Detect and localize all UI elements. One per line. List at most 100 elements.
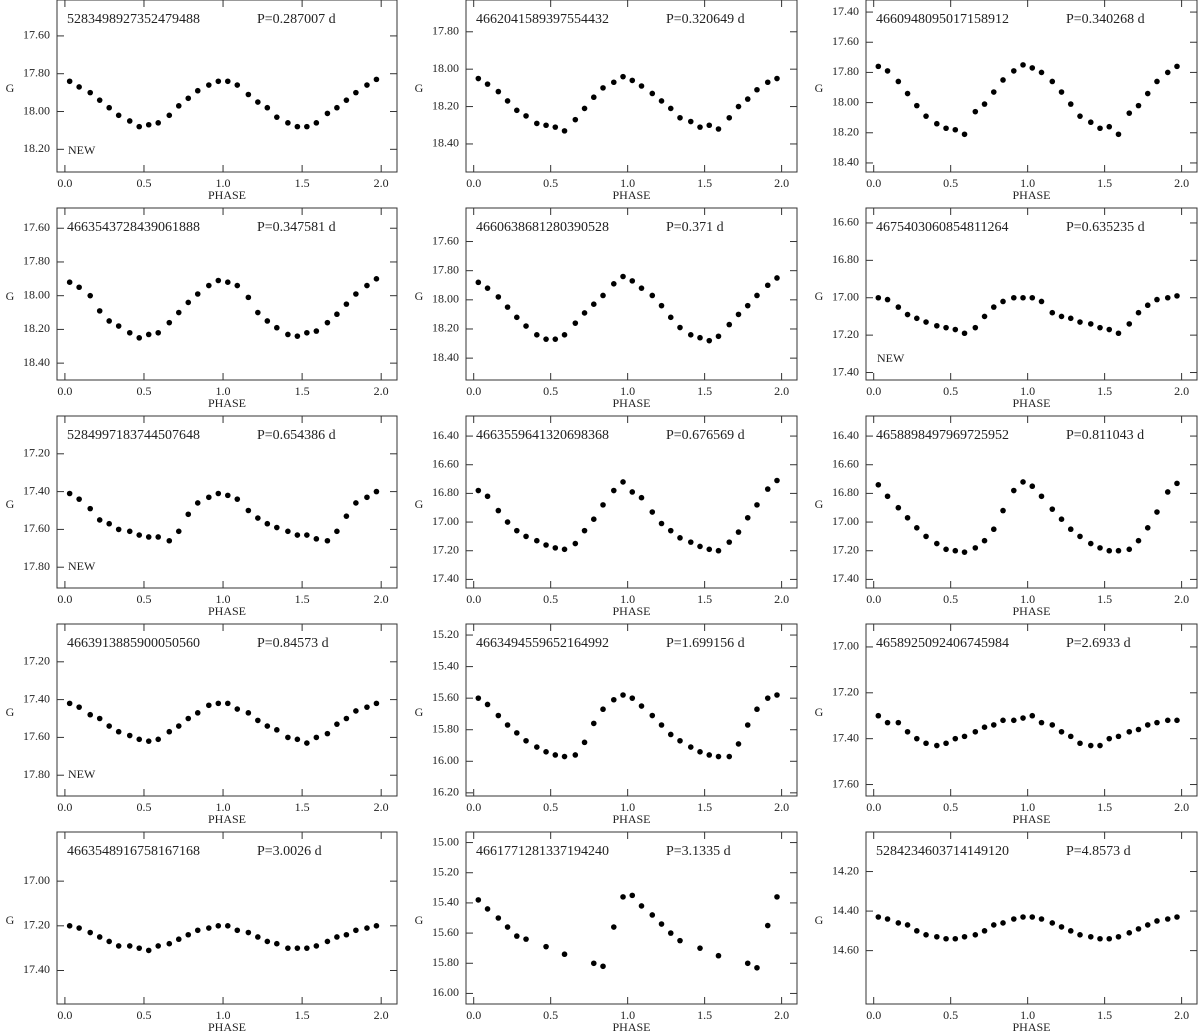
x-tick-label: 1.5 [295, 384, 310, 398]
data-point [677, 114, 683, 121]
data-point [1135, 726, 1142, 733]
y-tick-label: 18.40 [23, 355, 50, 369]
data-point [697, 124, 703, 130]
data-point [364, 494, 370, 501]
y-tick-label: 15.60 [432, 925, 459, 939]
y-tick-label: 15.80 [432, 721, 459, 735]
data-point [764, 695, 771, 701]
data-point [1087, 933, 1094, 940]
data-point [697, 334, 703, 341]
data-point [687, 539, 694, 545]
data-point [206, 702, 212, 709]
data-point [274, 324, 280, 331]
x-axis-label: PHASE [612, 812, 650, 826]
x-tick-label: 1.5 [697, 592, 712, 606]
data-point [1174, 480, 1180, 487]
y-tick-label: 16.00 [432, 753, 459, 767]
x-tick-label: 0.5 [543, 176, 558, 190]
panel: 0.0 0.5 1.0 1.5 2.0 16.40 16.60 16.80 17.00 17.20… [415, 415, 798, 618]
y-tick-label: 17.40 [23, 691, 50, 705]
star-id: 4675403060854811264 [876, 220, 1008, 235]
panel: 0.0 0.5 1.0 1.5 2.0 15.20 15.40 15.60 15.80 16.00… [415, 623, 798, 826]
x-axis-label: PHASE [208, 1020, 246, 1034]
data-point [166, 728, 173, 735]
y-tick-label: 17.20 [832, 685, 859, 699]
data-point [175, 309, 182, 316]
data-point [726, 114, 733, 121]
data-point [697, 945, 703, 951]
x-tick-label: 1.5 [1097, 176, 1112, 190]
star-id: 4663543728439061888 [67, 220, 200, 235]
data-point [115, 943, 122, 949]
data-point [914, 315, 920, 322]
data-point [264, 104, 271, 111]
data-point [1174, 717, 1180, 724]
data-point [990, 922, 997, 928]
data-point [943, 546, 949, 553]
y-tick-label: 17.80 [432, 262, 459, 276]
period-label: P=0.340268 d [1066, 12, 1145, 27]
data-point [638, 903, 645, 909]
data-point [552, 545, 559, 551]
data-point [373, 276, 380, 282]
panel: 0.0 0.5 1.0 1.5 2.0 17.60 17.80 18.00 18.20 PHASE… [6, 0, 398, 202]
data-point [514, 107, 520, 114]
data-point [620, 273, 626, 280]
data-point [1077, 740, 1083, 747]
data-point [475, 695, 482, 701]
data-point [206, 82, 212, 88]
data-point [115, 526, 122, 533]
y-tick-label: 16.60 [832, 456, 859, 470]
x-tick-label: 2.0 [1174, 592, 1189, 606]
y-tick-label: 17.40 [832, 730, 859, 744]
x-tick-label: 1.5 [1097, 800, 1112, 814]
x-axis-label: PHASE [612, 188, 650, 202]
data-point [658, 520, 665, 527]
data-point [145, 534, 152, 540]
data-point [475, 75, 482, 82]
period-label: P=0.676569 d [666, 428, 745, 443]
data-point [224, 700, 231, 707]
data-point [697, 543, 703, 550]
data-point [1049, 920, 1056, 926]
data-point [923, 113, 929, 119]
data-point [523, 533, 529, 540]
data-point [715, 126, 722, 132]
data-point [1000, 77, 1006, 83]
x-tick-label: 2.0 [374, 800, 389, 814]
data-point [1058, 924, 1065, 930]
data-point [744, 960, 751, 967]
x-tick-label: 1.5 [295, 800, 310, 814]
data-point [667, 314, 674, 321]
data-point [76, 704, 82, 710]
data-point [1049, 78, 1056, 85]
data-point [934, 322, 940, 329]
data-point [475, 487, 482, 494]
y-tick-label: 17.20 [832, 327, 859, 341]
data-point [215, 923, 222, 929]
data-point [1000, 920, 1006, 926]
data-point [1115, 733, 1122, 740]
panel: 0.0 0.5 1.0 1.5 2.0 17.80 18.00 18.20 18.40 PHASE… [415, 0, 798, 202]
data-point [1097, 125, 1103, 132]
x-tick-label: 1.0 [620, 176, 635, 190]
data-point [1058, 728, 1065, 735]
data-point [961, 733, 968, 740]
x-tick-label: 0.5 [136, 384, 151, 398]
data-point [96, 934, 103, 940]
data-point [1077, 113, 1083, 119]
x-tick-label: 0.5 [943, 800, 958, 814]
y-tick-label: 17.80 [832, 64, 859, 78]
data-point [774, 477, 780, 484]
data-point [1144, 722, 1151, 728]
x-axis-label: PHASE [208, 188, 246, 202]
data-point [304, 329, 310, 336]
data-point [1126, 728, 1133, 735]
x-tick-label: 2.0 [774, 592, 789, 606]
data-point [1020, 294, 1026, 301]
y-tick-label: 17.00 [23, 873, 50, 887]
data-point [255, 934, 261, 940]
data-point [706, 546, 713, 553]
data-point [1058, 89, 1065, 95]
data-point [658, 302, 665, 309]
